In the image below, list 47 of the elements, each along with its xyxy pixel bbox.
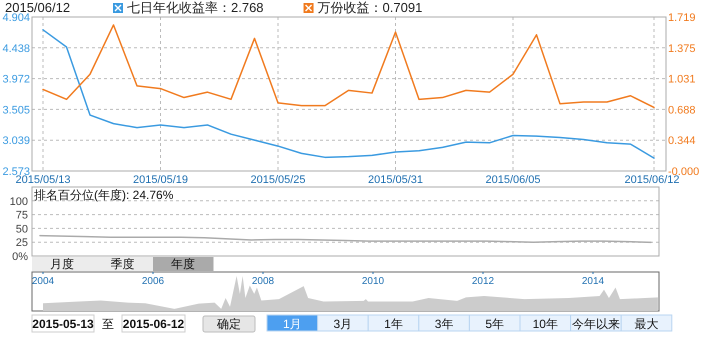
- text: 今年以来: [572, 317, 620, 331]
- text: 最大: [634, 317, 658, 331]
- y-tick-label: 25: [16, 237, 28, 250]
- text: 3月: [334, 317, 352, 331]
- x-tick-label: 2008: [252, 276, 275, 287]
- text: 年度: [171, 257, 195, 271]
- legend-label: 七日年化收益率：2.768: [127, 0, 264, 15]
- x-tick-label: 2015/06/12: [624, 174, 680, 186]
- y-tick-label: 0%: [12, 251, 28, 263]
- text: 1年: [384, 317, 403, 331]
- y-tick-label: 50: [16, 223, 28, 236]
- x-tick-label: 2015/05/19: [132, 174, 188, 186]
- legend-label: 万份收益：0.7091: [318, 0, 422, 15]
- text: 2015-05-13: [32, 317, 94, 331]
- x-tick-label: 2006: [142, 276, 165, 287]
- text: 季度: [110, 257, 134, 271]
- y-tick-label: 75: [16, 210, 28, 222]
- text: 2015-06-12: [122, 317, 185, 331]
- line-series: [42, 29, 655, 159]
- y-tick-label: 3.039: [2, 135, 30, 148]
- text: 至: [102, 317, 114, 331]
- y2-tick-label: 0.344: [668, 135, 696, 148]
- chart-title: 排名百分位(年度): 24.76%: [34, 188, 174, 202]
- line-series: [42, 24, 655, 108]
- x-tick-label: 2015/06/05: [485, 174, 541, 186]
- text: 1月: [282, 317, 302, 331]
- text: 月度: [50, 257, 74, 271]
- x-tick-label: 2010: [362, 276, 385, 287]
- text: 确定: [216, 317, 241, 331]
- text: 3年: [434, 317, 454, 331]
- y2-tick-label: 0.688: [668, 104, 696, 116]
- y-tick-label: 100: [10, 196, 28, 208]
- y-tick-label: 4.904: [2, 12, 30, 24]
- y-tick-label: 3.972: [2, 74, 30, 86]
- x-tick-label: 2012: [472, 276, 495, 287]
- y-tick-label: 4.438: [2, 42, 30, 55]
- x-tick-label: 2015/05/25: [250, 174, 306, 186]
- y2-tick-label: 1.031: [668, 74, 696, 86]
- y-tick-label: 3.505: [2, 104, 30, 116]
- x-tick-label: 2014: [582, 276, 605, 287]
- x-tick-label: 2015/05/13: [15, 174, 71, 186]
- text: 10年: [532, 317, 558, 331]
- text: 5年: [485, 317, 504, 331]
- y2-tick-label: 1.375: [668, 42, 696, 55]
- y2-tick-label: 1.719: [668, 12, 696, 24]
- line-series: [39, 234, 652, 244]
- x-tick-label: 2015/05/31: [368, 174, 424, 186]
